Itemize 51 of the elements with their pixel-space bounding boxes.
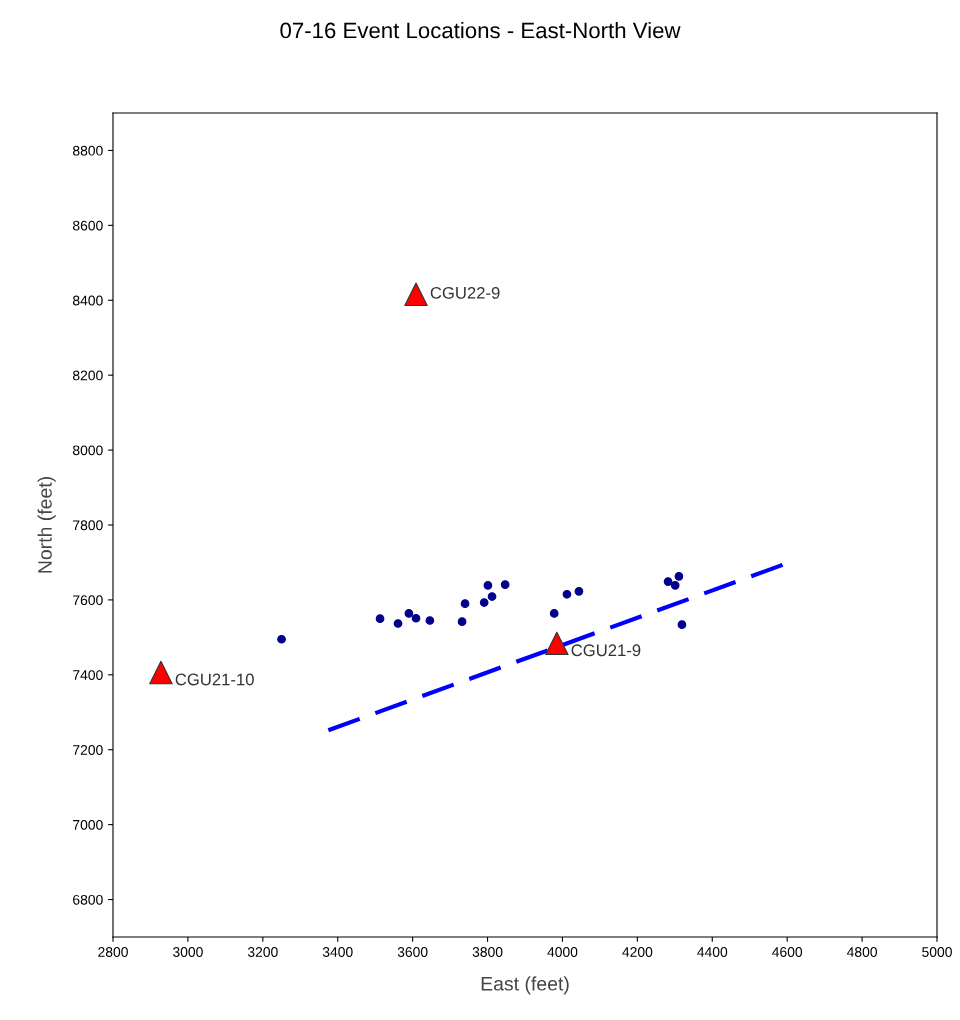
x-tick-label: 2800 [98,947,128,957]
point [670,580,680,590]
point [674,571,684,581]
x-tick-label: 3200 [247,947,278,957]
point [663,577,673,586]
point [404,609,414,618]
point [562,589,572,599]
x-tick-label: 3800 [472,947,503,957]
y-tick-label: 8800 [72,145,103,156]
y-tick-label: 8200 [72,370,103,381]
x-tick-label: 4200 [622,947,653,957]
y-axis-title: North (feet) [37,477,56,573]
point [457,617,467,626]
point [393,619,403,628]
x-tick-label: 5000 [922,947,952,957]
x-tick-label: 3600 [397,947,428,957]
y-tick-label: 6800 [73,894,103,905]
point [487,592,497,601]
data-label: CGU21-9 [571,644,641,657]
y-tick-label: 7800 [73,520,103,531]
point [500,580,510,589]
x-tick-label: 3000 [172,947,203,957]
y-tick-label: 7600 [73,595,103,606]
data-label: CGU22-9 [430,286,500,299]
point [677,620,687,629]
point [479,598,489,607]
y-tick-label: 7200 [73,745,103,755]
x-tick-label: 4400 [697,947,728,957]
point [574,586,584,596]
x-tick-label: 4000 [547,947,578,957]
data-label: CGU21-10 [175,673,254,686]
point [277,634,286,644]
y-tick-label: 8600 [72,220,103,231]
chart-title: 07-16 Event Locations - East-North View [280,22,681,39]
point [425,616,435,625]
x-tick-label: 4600 [772,947,803,957]
x-axis-title: East (feet) [481,976,569,995]
y-tick-label: 8000 [72,445,103,456]
x-tick-label: 4800 [846,947,877,957]
point [545,631,569,656]
y-tick-label: 7000 [73,819,103,830]
y-tick-label: 8400 [72,295,103,306]
x-tick-label: 3400 [322,947,353,957]
point [460,599,470,609]
point [149,660,173,685]
point [549,609,559,618]
point [411,613,421,623]
point [375,614,385,623]
y-tick-label: 7400 [73,670,103,680]
point [404,282,428,307]
point [483,580,493,590]
